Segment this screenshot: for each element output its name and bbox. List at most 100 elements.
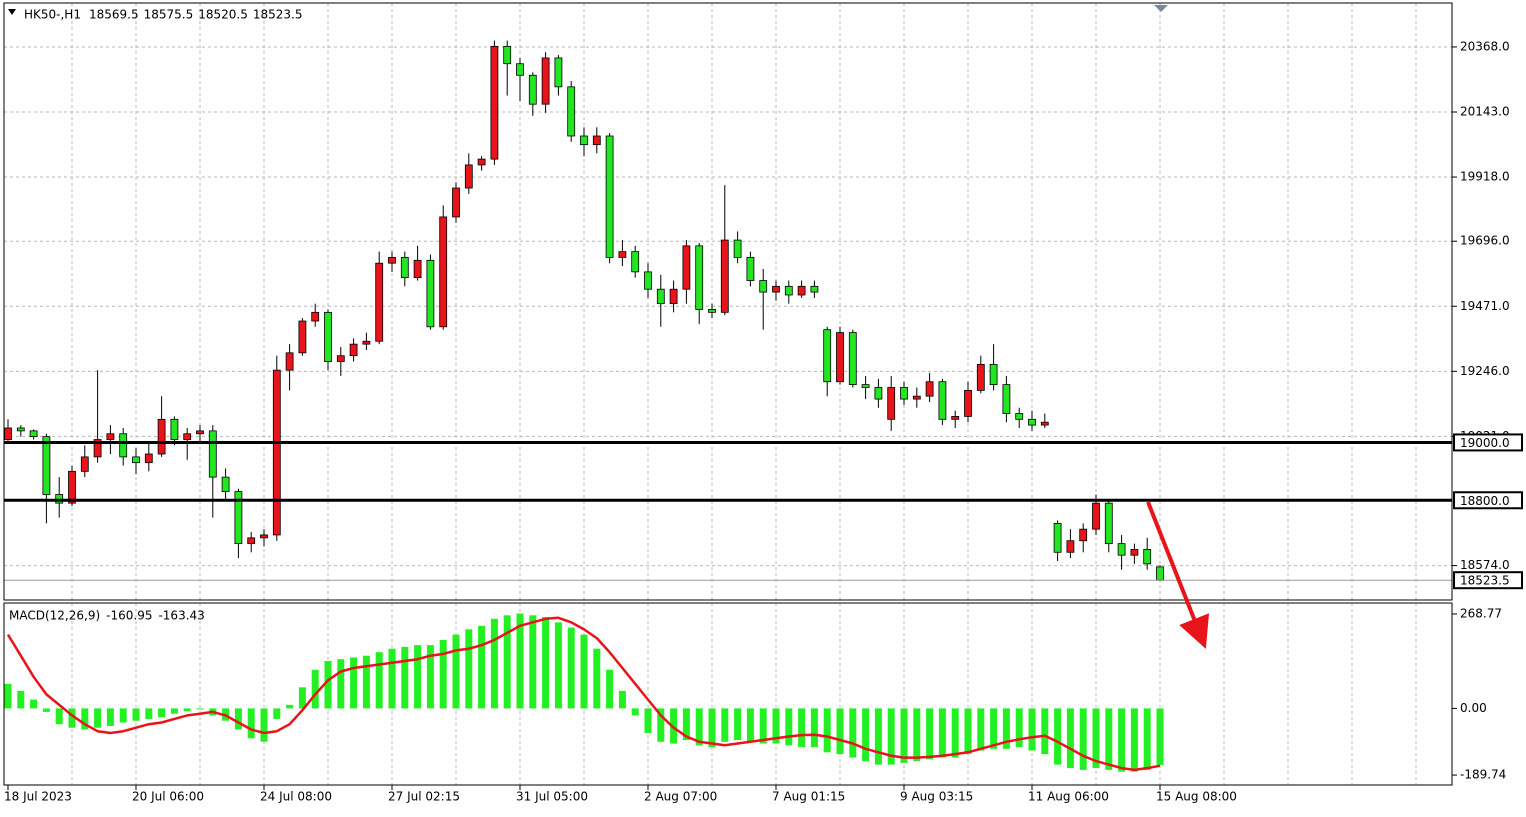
candle-body (106, 433, 115, 440)
y-tick-label: 18574.0 (1460, 558, 1510, 572)
candle-body (1015, 413, 1024, 420)
candle-body (656, 288, 665, 305)
x-tick-label: 7 Aug 01:15 (772, 790, 845, 804)
macd-bar (1015, 708, 1023, 748)
candle-body (720, 239, 729, 313)
candle-body (874, 387, 883, 400)
macd-bar (55, 708, 63, 725)
candle-body (170, 418, 179, 440)
candle-body (605, 135, 614, 258)
macd-bar (836, 708, 844, 755)
candle-body (836, 332, 844, 383)
macd-bar (260, 708, 268, 742)
candle-body (938, 381, 947, 420)
macd-bar (247, 708, 255, 739)
candle-body (247, 537, 256, 545)
menu-triangle[interactable] (8, 9, 16, 15)
macd-bar (631, 708, 639, 716)
ohlc-value: 18520.5 (198, 8, 248, 22)
macd-bar (234, 708, 242, 730)
x-tick-label: 31 Jul 05:00 (516, 790, 588, 804)
candle-body (861, 384, 870, 388)
candle-body (93, 439, 102, 458)
macd-bar (874, 708, 882, 765)
macd-bar (554, 622, 562, 709)
macd-bar (1028, 708, 1036, 751)
macd-bar (721, 708, 729, 742)
candle-body (477, 158, 486, 166)
candle-body (887, 387, 896, 420)
macd-bar (900, 708, 908, 763)
candle-body (1002, 384, 1011, 414)
candle-body (183, 433, 192, 440)
candle-body (503, 45, 512, 65)
macd-bar (362, 655, 370, 709)
trend-arrow (1146, 501, 1210, 649)
macd-bar (759, 708, 767, 744)
candle-body (157, 418, 166, 455)
macd-bar (1002, 708, 1010, 749)
candle-body (746, 257, 755, 281)
macd-bar (964, 708, 972, 755)
macd-bar (94, 708, 102, 728)
candle-body (196, 430, 204, 435)
last-price-label: 18523.5 (1460, 574, 1510, 588)
candle-body (1156, 566, 1164, 581)
macd-bar (1054, 708, 1062, 765)
candle-body (810, 285, 819, 293)
ohlc-value: 18575.5 (144, 8, 194, 22)
candle-body (1104, 502, 1113, 545)
candle-body (298, 320, 307, 354)
marks-layer (4, 40, 1452, 772)
candle-body (733, 239, 742, 258)
candle-body (708, 309, 716, 313)
candle-body (439, 216, 448, 328)
macd-bar (657, 708, 665, 742)
candle-body (1066, 540, 1075, 553)
candle-body (285, 352, 294, 371)
candle-body (29, 430, 38, 438)
macd-bar (1041, 708, 1049, 755)
macd-bar (17, 690, 25, 709)
candle-body (567, 86, 576, 137)
macd-bar (913, 708, 921, 762)
candle-body (784, 285, 793, 296)
y-tick-label: 20368.0 (1460, 39, 1510, 53)
x-tick-label: 24 Jul 08:00 (260, 790, 332, 804)
macd-bar (350, 657, 358, 709)
macd-bar (426, 645, 434, 709)
candle-body (823, 329, 832, 383)
macd-bar (823, 708, 831, 753)
macd-bar (196, 708, 204, 710)
candle-body (1143, 549, 1152, 565)
candle-body (362, 340, 371, 345)
candle-body (759, 280, 768, 293)
macd-bar (580, 634, 588, 709)
candle-body (925, 381, 934, 397)
x-tick-label: 9 Aug 03:15 (900, 790, 973, 804)
macd-bar (951, 708, 959, 758)
candle-body (311, 311, 320, 322)
macd-bar (324, 660, 332, 709)
macd-bar (4, 683, 12, 709)
candle-body (1028, 418, 1036, 426)
macd-bar (311, 669, 319, 709)
candle-body (388, 257, 396, 264)
macd-bar (1105, 708, 1113, 770)
candle-body (580, 135, 588, 146)
indicator-value: -160.95 (106, 609, 152, 623)
macd-bar (938, 708, 946, 758)
candle-body (682, 245, 691, 290)
candle-body (260, 534, 268, 539)
macd-bar (529, 615, 537, 709)
candle-body (144, 453, 153, 464)
macd-bar (106, 708, 114, 726)
candle-body (1040, 421, 1049, 426)
candle-body (1079, 528, 1088, 542)
candle-body (912, 395, 921, 400)
candle-body (119, 433, 128, 458)
macd-bar (158, 708, 166, 718)
macd-bar (1079, 708, 1087, 770)
indicator-value: -163.43 (158, 609, 204, 623)
candle-body (272, 369, 281, 536)
